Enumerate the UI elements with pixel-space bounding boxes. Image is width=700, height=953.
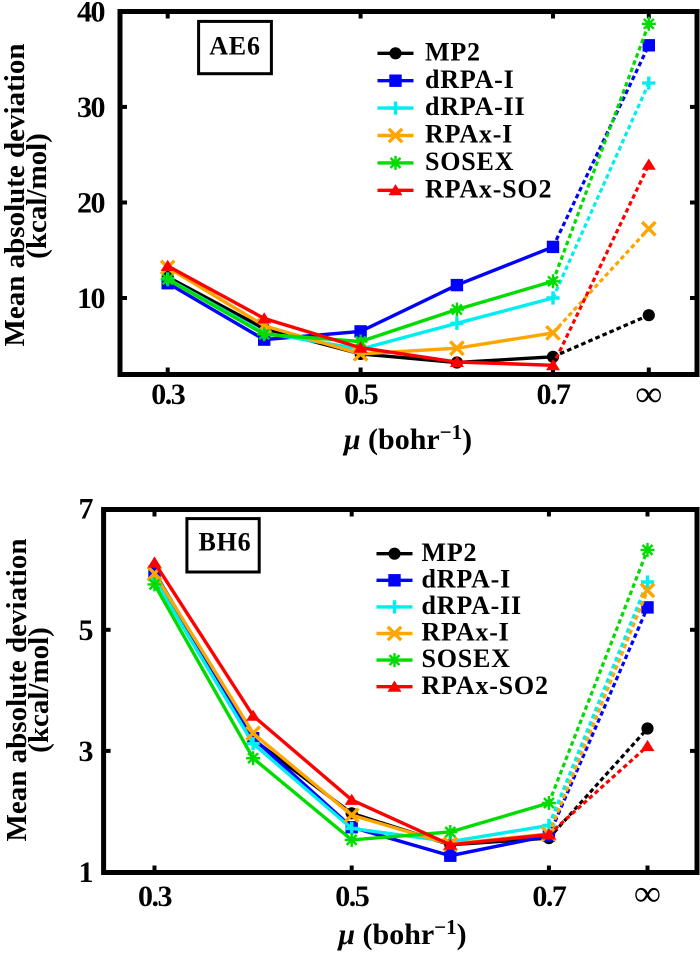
svg-text:μ (bohr−1): μ (bohr−1)	[336, 915, 466, 951]
svg-text:0.3: 0.3	[138, 880, 172, 913]
svg-text:∞: ∞	[634, 874, 660, 915]
svg-text:(kcal/mol): (kcal/mol)	[23, 627, 55, 753]
svg-text:30: 30	[77, 91, 105, 124]
svg-text:20: 20	[77, 187, 105, 220]
svg-text:7: 7	[79, 493, 94, 526]
svg-text:0.5: 0.5	[344, 378, 378, 411]
svg-text:∞: ∞	[636, 374, 662, 415]
svg-text:Mean absolute deviation: Mean absolute deviation	[0, 44, 31, 347]
svg-text:RPAx-SO2: RPAx-SO2	[425, 174, 552, 203]
svg-text:40: 40	[77, 0, 105, 28]
svg-text:dRPA-II: dRPA-II	[425, 92, 525, 121]
svg-text:BH6: BH6	[199, 528, 252, 557]
svg-text:MP2: MP2	[425, 37, 481, 66]
svg-text:0.5: 0.5	[335, 880, 369, 913]
svg-text:MP2: MP2	[422, 538, 478, 567]
svg-text:RPAx-I: RPAx-I	[425, 120, 513, 149]
svg-text:μ (bohr−1): μ (bohr−1)	[342, 420, 472, 456]
svg-text:0.3: 0.3	[151, 378, 185, 411]
svg-text:SOSEX: SOSEX	[422, 644, 511, 673]
svg-text:1: 1	[79, 856, 93, 889]
svg-text:RPAx-SO2: RPAx-SO2	[422, 671, 549, 700]
svg-text:Mean absolute deviation: Mean absolute deviation	[1, 539, 33, 842]
svg-text:3: 3	[79, 735, 93, 768]
svg-text:dRPA-I: dRPA-I	[422, 564, 512, 593]
svg-text:RPAx-I: RPAx-I	[422, 618, 510, 647]
svg-text:5: 5	[79, 614, 93, 647]
svg-text:SOSEX: SOSEX	[425, 147, 514, 176]
svg-text:dRPA-I: dRPA-I	[425, 65, 515, 94]
svg-text:(kcal/mol): (kcal/mol)	[21, 133, 53, 259]
svg-text:10: 10	[77, 282, 105, 315]
svg-text:0.7: 0.7	[532, 880, 567, 913]
svg-text:dRPA-II: dRPA-II	[422, 591, 522, 620]
svg-text:0.7: 0.7	[537, 378, 572, 411]
svg-text:AE6: AE6	[209, 32, 261, 61]
